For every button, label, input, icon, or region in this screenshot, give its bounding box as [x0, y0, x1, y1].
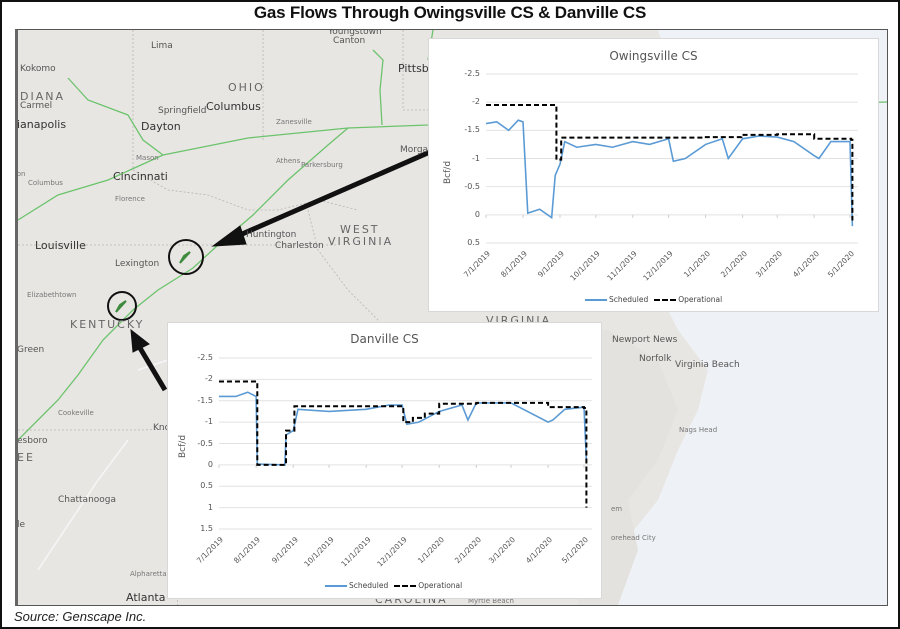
state-ohio: OHIO — [228, 81, 265, 94]
city-atlanta: Atlanta — [126, 591, 166, 604]
city-zanesville: Zanesville — [276, 118, 312, 126]
y-tick-label: -2.5 — [197, 353, 213, 362]
city-alpharetta: Alpharetta — [130, 570, 167, 578]
y-tick-label: 0 — [474, 209, 480, 219]
city-cincinnati: Cincinnati — [113, 170, 168, 183]
chart-legend: Scheduled Operational — [585, 295, 722, 304]
danville-marker-circle — [107, 291, 137, 321]
series-scheduled — [485, 119, 854, 227]
legend-label: Operational — [418, 581, 463, 590]
city-newport-news: Newport News — [612, 335, 678, 345]
city-dayton: Dayton — [141, 120, 181, 133]
legend-operational: Operational — [654, 295, 722, 304]
y-tick-label: -0.5 — [464, 181, 480, 191]
city-elizabethtown: Elizabethtown — [27, 291, 77, 299]
y-tick-label: -1.5 — [464, 125, 480, 135]
city-huntington: Huntington — [246, 230, 297, 240]
city-morehead-city: orehead City — [611, 534, 656, 542]
city-florence: Florence — [115, 195, 145, 203]
legend-operational: Operational — [394, 581, 462, 590]
owingsville-marker-circle — [168, 239, 204, 275]
city-mason: Mason — [136, 154, 159, 162]
chart-legend: Scheduled Operational — [325, 581, 462, 590]
legend-label: Scheduled — [609, 295, 649, 304]
city-murfreesboro: esboro — [17, 436, 48, 446]
legend-label: Scheduled — [349, 581, 389, 590]
city-louisville: Louisville — [35, 239, 86, 252]
y-tick-label: -0.5 — [197, 438, 213, 448]
y-tick-label: -2 — [472, 97, 480, 107]
y-tick-label: -2 — [205, 374, 213, 384]
city-bowling-green: Green — [17, 345, 45, 355]
city-youngstown: Youngstown — [328, 29, 382, 37]
legend-line-swatch — [585, 298, 607, 301]
chart-title: Owingsville CS — [609, 49, 698, 63]
danville-chart: Danville CS Bcf/d Scheduled Operational … — [167, 322, 602, 599]
city-columbus-in: Columbus — [28, 179, 63, 187]
state-west-virginia: VIRGINIA — [328, 235, 394, 248]
city-carmel: Carmel — [20, 101, 53, 111]
legend-scheduled: Scheduled — [325, 581, 388, 590]
chart-plot — [218, 357, 592, 530]
city-nashville: le — [17, 520, 26, 530]
y-tick-label: -1 — [205, 417, 213, 427]
city-lexington: Lexington — [115, 259, 160, 269]
legend-scheduled: Scheduled — [585, 295, 648, 304]
series-operational — [486, 103, 854, 221]
source-note: Source: Genscape Inc. — [14, 609, 147, 624]
legend-line-swatch — [325, 584, 347, 587]
y-tick-label: 0.5 — [200, 481, 213, 491]
city-charleston: Charleston — [275, 241, 324, 251]
city-lima: Lima — [151, 41, 173, 51]
figure-title: Gas Flows Through Owingsville CS & Danvi… — [253, 3, 647, 22]
city-nags-head: Nags Head — [679, 426, 718, 434]
city-myrtle-beach: Myrtle Beach — [468, 597, 514, 605]
legend-label: Operational — [678, 295, 723, 304]
city-knoxville: Kno — [153, 423, 171, 433]
city-salem: em — [611, 505, 623, 513]
series-operational — [219, 380, 588, 508]
state-kentucky: KENTUCKY — [70, 318, 145, 331]
y-tick-label: -1 — [472, 153, 480, 163]
city-kokomo: Kokomo — [20, 64, 56, 74]
state-indiana: DIANA — [20, 90, 65, 103]
city-norfolk: Norfolk — [639, 354, 672, 364]
city-athens: Athens — [276, 157, 301, 165]
legend-dash-swatch — [394, 584, 417, 587]
city-columbus: Columbus — [206, 100, 261, 113]
city-cookeville: Cookeville — [58, 409, 94, 417]
legend-dash-swatch — [654, 298, 677, 301]
owingsville-chart: Owingsville CS Bcf/d Scheduled Operation… — [428, 38, 879, 312]
y-tick-label: 0.5 — [467, 238, 480, 247]
city-springfield: Springfield — [158, 106, 207, 116]
city-morgantown: Morganto — [400, 145, 443, 155]
city-chattanooga: Chattanooga — [58, 495, 117, 505]
chart-plot — [485, 73, 858, 244]
y-tick-label: -1.5 — [197, 395, 213, 405]
y-tick-label: 1.5 — [200, 524, 213, 533]
city-virginia-beach: Virginia Beach — [675, 360, 740, 370]
chart-title: Danville CS — [350, 332, 419, 346]
y-tick-label: 1 — [207, 502, 213, 512]
city-indianapolis: ianapolis — [17, 118, 67, 131]
y-tick-label: 0 — [207, 459, 213, 469]
city-canton: Canton — [333, 36, 366, 46]
state-west: WEST — [340, 223, 380, 236]
state-tennessee: EE — [17, 451, 35, 464]
y-tick-label: -2.5 — [464, 69, 480, 78]
city-parkersburg: Parkersburg — [301, 161, 343, 169]
city-ton: ton — [15, 170, 26, 178]
